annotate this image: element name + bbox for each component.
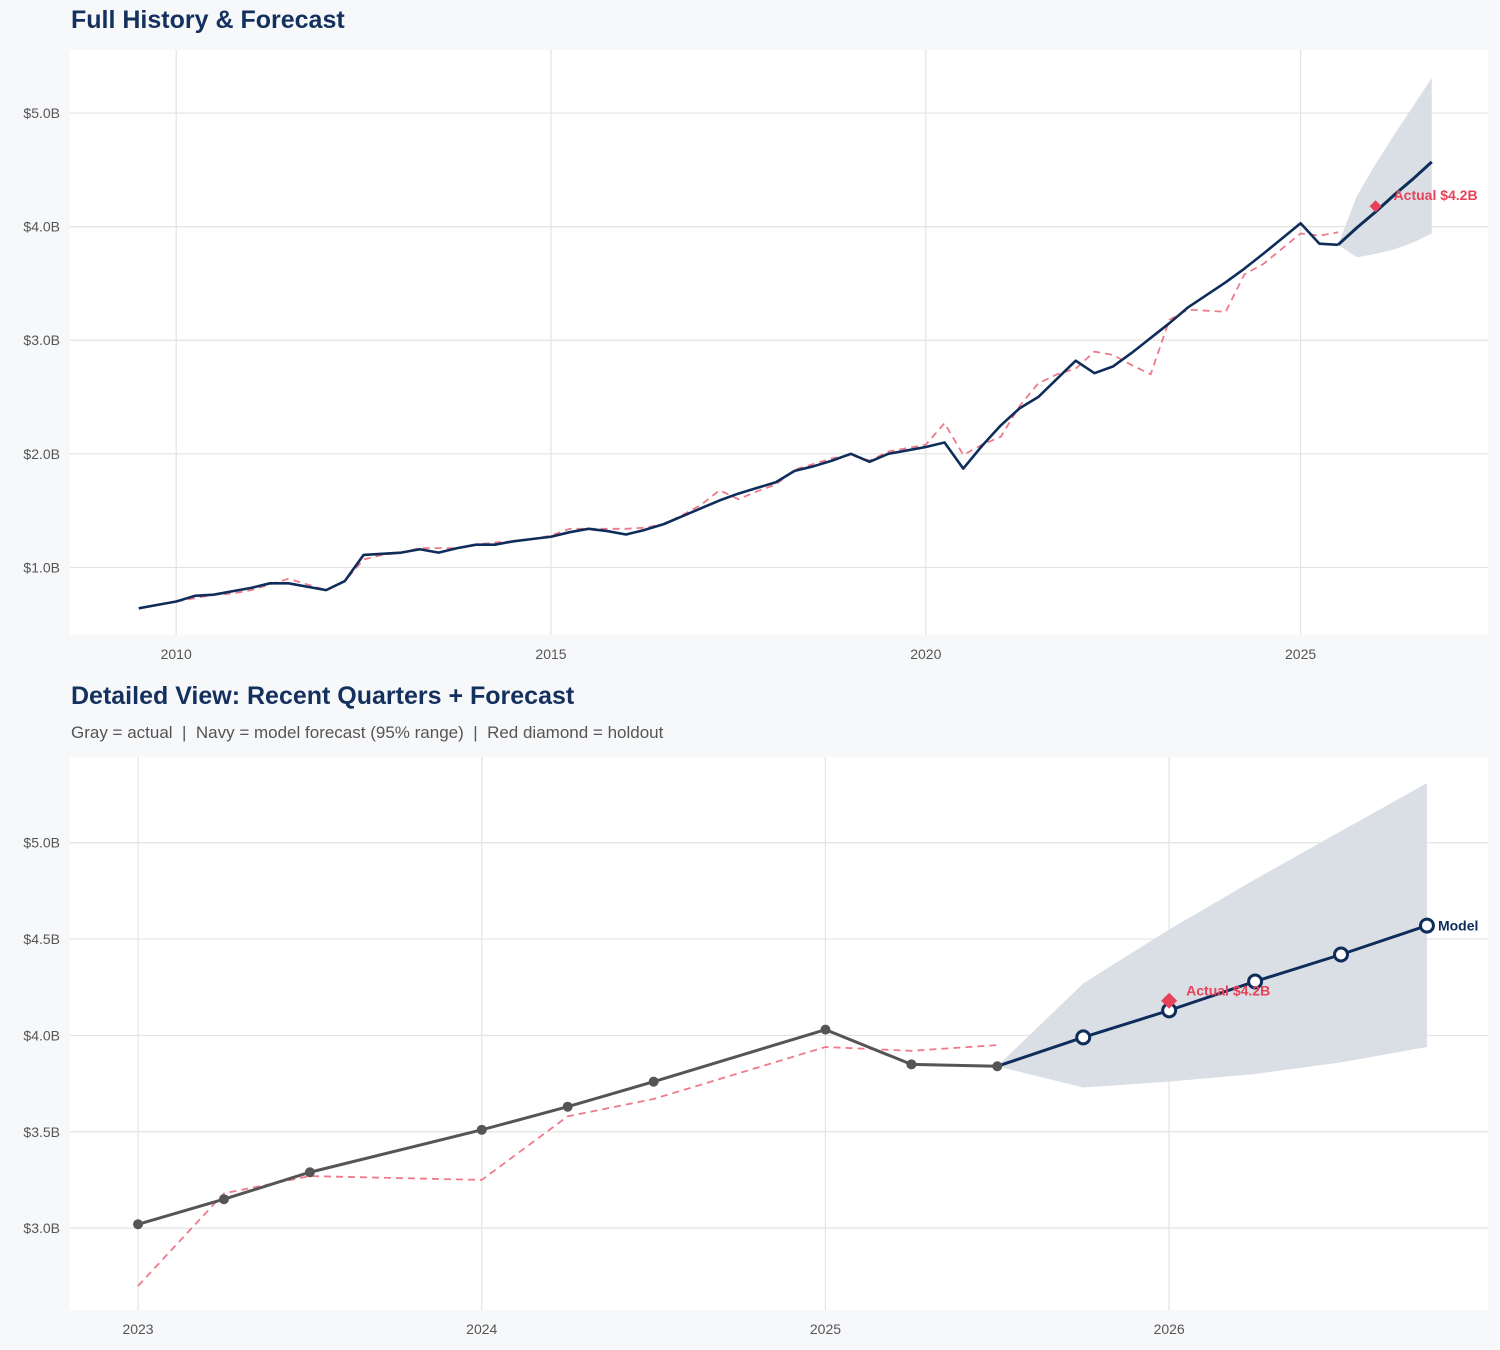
x-tick-label: 2020 — [910, 646, 941, 662]
y-tick-label: $3.0B — [23, 332, 60, 348]
holdout-diamond — [1161, 992, 1178, 1009]
full-history-chart: $1.0B $2.0B $3.0B $4.0B $5.0B 2010 2015 2020 202… — [23, 50, 1488, 662]
y-tick-label: $3.0B — [23, 1220, 60, 1236]
x-tick-label: 2024 — [466, 1321, 497, 1337]
actual-point — [820, 1024, 831, 1035]
actual-point — [562, 1101, 573, 1112]
forecast-95-range-band — [1338, 77, 1432, 258]
y-tick-label: $5.0B — [23, 105, 60, 121]
actual-point — [476, 1124, 487, 1135]
actual-point — [133, 1219, 144, 1230]
x-tick-label: 2015 — [535, 646, 566, 662]
forecast-point — [1333, 946, 1350, 963]
x-tick-label: 2025 — [810, 1321, 841, 1337]
forecast-line — [1337, 160, 1433, 246]
y-tick-label: $4.0B — [23, 219, 60, 235]
chart-title-detailed-view: Detailed View: Recent Quarters + Forecas… — [71, 682, 575, 710]
forecast-point — [1247, 973, 1264, 990]
y-tick-label: $5.0B — [23, 835, 60, 851]
y-tick-label: $1.0B — [23, 559, 60, 575]
y-tick-label: $4.5B — [23, 931, 60, 947]
actual-point — [304, 1167, 315, 1178]
model-label: Model — [1438, 918, 1478, 934]
holdout-label: Actual $4.2B — [1186, 983, 1270, 999]
forecast-point — [1418, 917, 1435, 934]
x-tick-label: 2026 — [1154, 1321, 1185, 1337]
holdout-label: Actual $4.2B — [1394, 187, 1478, 203]
y-tick-label: $3.5B — [23, 1124, 60, 1140]
chart-subtitle-legend: Gray = actual | Navy = model forecast (9… — [71, 723, 664, 742]
actual-point — [992, 1061, 1003, 1072]
holdout-diamond — [1369, 200, 1382, 213]
forecast-95-range-band — [997, 783, 1427, 1088]
forecast-line — [996, 924, 1428, 1068]
forecast-point — [1075, 1029, 1092, 1046]
actual-point — [218, 1194, 229, 1205]
model-fit-line — [176, 231, 1339, 603]
x-tick-label: 2023 — [122, 1321, 153, 1337]
y-tick-label: $4.0B — [23, 1027, 60, 1043]
y-tick-label: $2.0B — [23, 446, 60, 462]
actual-point — [648, 1076, 659, 1087]
x-tick-label: 2010 — [161, 646, 192, 662]
model-fit-line — [137, 1044, 998, 1287]
x-tick-label: 2025 — [1285, 646, 1316, 662]
actual-point — [906, 1059, 917, 1070]
chart-title-full-history: Full History & Forecast — [71, 6, 345, 34]
detailed-view-chart: $3.0B $3.5B $4.0B $4.5B $5.0B 2023 2024 2025 202… — [23, 757, 1488, 1337]
actual-line — [138, 221, 1339, 610]
plot-area — [70, 50, 1488, 635]
